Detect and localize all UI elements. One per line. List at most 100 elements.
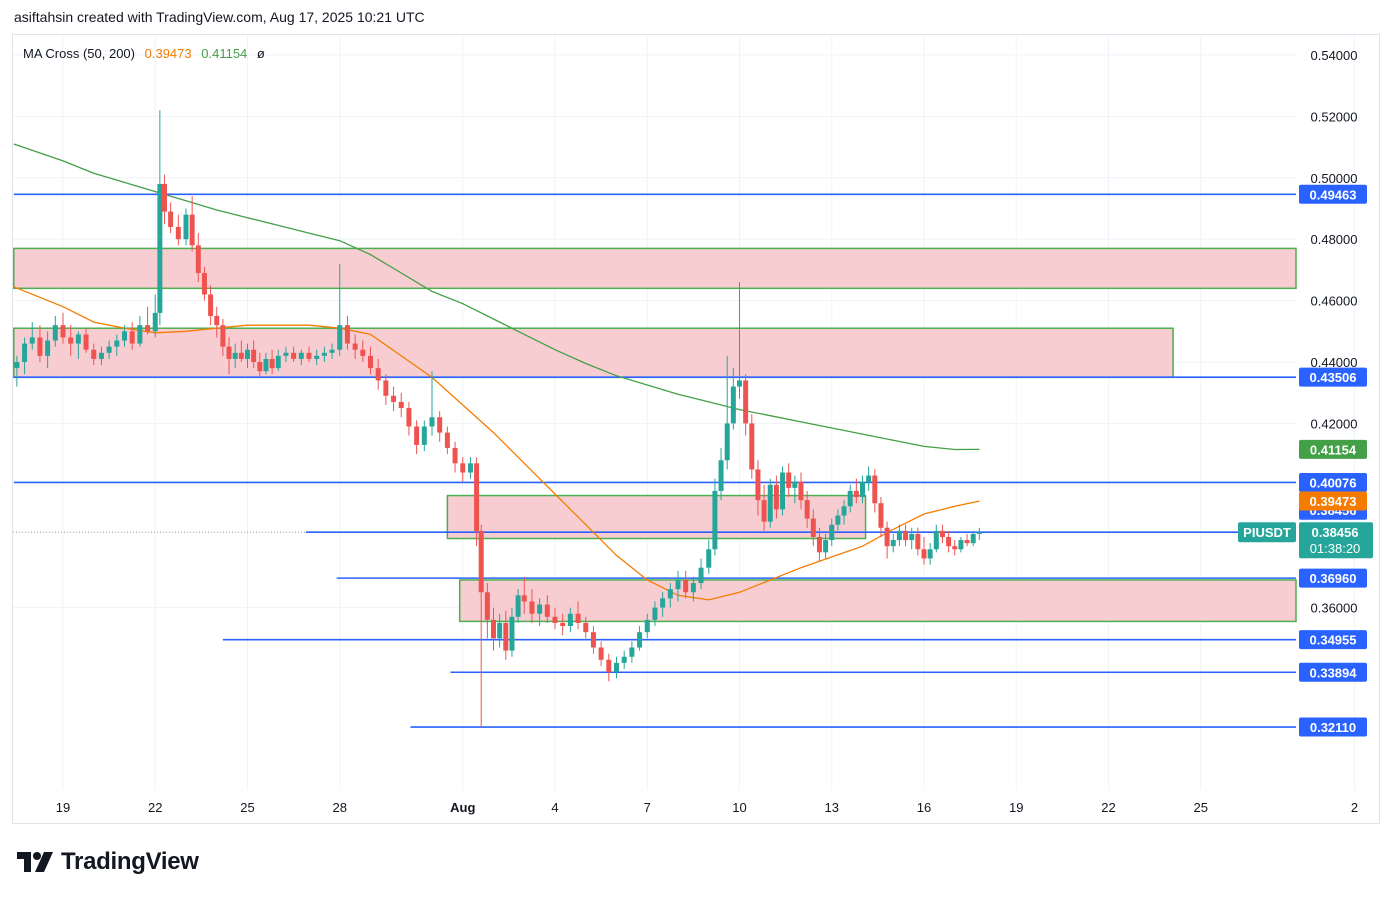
candle-body bbox=[478, 530, 484, 593]
candle-body bbox=[220, 325, 226, 347]
candle-up bbox=[429, 371, 435, 436]
candle-down bbox=[344, 315, 350, 350]
candle-down bbox=[755, 460, 761, 516]
candle-up bbox=[644, 613, 650, 639]
candle-down bbox=[214, 306, 220, 338]
candle-body bbox=[98, 352, 104, 359]
price-zone bbox=[446, 494, 867, 540]
candle-up bbox=[497, 613, 503, 648]
candle-body bbox=[145, 325, 151, 332]
candle-body bbox=[245, 349, 250, 359]
candle-body bbox=[157, 183, 163, 313]
candle-body bbox=[952, 546, 958, 550]
grid bbox=[13, 36, 1355, 790]
candle-body bbox=[83, 334, 89, 350]
candle-body bbox=[14, 362, 20, 369]
candle-down bbox=[484, 583, 490, 639]
candle-body bbox=[421, 426, 427, 445]
candle-body bbox=[515, 595, 521, 617]
candle-body bbox=[60, 325, 66, 338]
candle-body bbox=[484, 592, 490, 620]
price-zone bbox=[13, 247, 1297, 290]
indicator-name: MA Cross (50, 200) bbox=[23, 46, 135, 61]
level-price-label-text: 0.34955 bbox=[1310, 633, 1357, 648]
candle-down bbox=[786, 463, 792, 498]
candle-down bbox=[878, 497, 884, 537]
candle-body bbox=[275, 355, 281, 369]
candle-down bbox=[590, 626, 596, 654]
candle-body bbox=[232, 352, 238, 359]
x-axis-tick-label: 4 bbox=[551, 800, 558, 815]
candle-body bbox=[503, 622, 509, 651]
x-axis-tick-label: Aug bbox=[450, 800, 475, 815]
y-axis-tick-label: 0.50000 bbox=[1311, 171, 1358, 186]
x-axis-tick-label: 16 bbox=[917, 800, 931, 815]
candle-up bbox=[847, 484, 853, 513]
candle-down bbox=[208, 285, 214, 326]
candle-body bbox=[884, 527, 890, 547]
candle-body bbox=[168, 211, 174, 227]
candle-down bbox=[60, 312, 66, 344]
candle-up bbox=[629, 641, 635, 663]
candle-body bbox=[263, 358, 269, 372]
candle-body bbox=[129, 331, 135, 344]
candle-down bbox=[195, 233, 201, 283]
candle-down bbox=[406, 401, 412, 436]
candle-body bbox=[567, 613, 573, 627]
candle-down bbox=[598, 641, 604, 666]
last-price-value: 0.38456 bbox=[1312, 525, 1359, 540]
candle-body bbox=[467, 463, 473, 473]
candle-down bbox=[201, 266, 207, 301]
level-price-label: 0.32110 bbox=[1299, 717, 1367, 737]
candle-down bbox=[437, 411, 443, 442]
candle-up bbox=[232, 343, 238, 369]
candle-body bbox=[903, 530, 909, 541]
y-axis-tick-label: 0.42000 bbox=[1311, 416, 1358, 431]
axes: 19 22 25 28 Aug 4 7 10 13 16 19 22 25 2 0.54000 0.52000… bbox=[56, 48, 1358, 815]
candle-down bbox=[168, 202, 174, 234]
candle-body bbox=[75, 334, 81, 344]
candle-down bbox=[575, 601, 581, 630]
candle-body bbox=[590, 632, 596, 648]
level-price-label-bg bbox=[1299, 630, 1367, 650]
candle-body bbox=[106, 346, 112, 353]
candle-down bbox=[743, 374, 749, 436]
candle-body bbox=[890, 540, 896, 547]
visibility-icon[interactable]: ø bbox=[256, 46, 265, 61]
candle-body bbox=[391, 395, 397, 402]
level-price-label-bg bbox=[1299, 717, 1367, 737]
candle-up bbox=[75, 331, 81, 359]
level-price-label: 0.40076 bbox=[1299, 472, 1367, 492]
tradingview-logo[interactable]: TradingView bbox=[15, 848, 199, 876]
candle-down bbox=[444, 426, 450, 455]
candle-body bbox=[152, 312, 158, 332]
candle-up bbox=[927, 543, 933, 565]
ma-price-label-bg bbox=[1299, 491, 1367, 511]
price-labels: 0.49463 0.43506 0.40076 0.38456 0.36960 0.349… bbox=[1238, 184, 1373, 737]
level-price-label: 0.33894 bbox=[1299, 662, 1367, 682]
candle-body bbox=[690, 583, 696, 593]
candle-up bbox=[509, 607, 515, 657]
candle-body bbox=[37, 337, 43, 356]
candle-up bbox=[970, 530, 976, 547]
candle-body bbox=[706, 549, 712, 568]
candle-down bbox=[583, 616, 589, 639]
indicator-legend[interactable]: MA Cross (50, 200) 0.39473 0.41154 ø bbox=[23, 46, 265, 61]
candle-up bbox=[660, 592, 666, 617]
candle-down bbox=[37, 325, 43, 362]
candle-body bbox=[251, 349, 257, 362]
price-zone bbox=[458, 579, 1297, 623]
candle-up bbox=[263, 352, 269, 375]
candle-down bbox=[291, 346, 297, 362]
candle-body bbox=[964, 540, 970, 544]
candle-body bbox=[583, 622, 589, 633]
x-axis-tick-label: 25 bbox=[240, 800, 254, 815]
candle-up bbox=[652, 601, 658, 627]
candle-up bbox=[780, 466, 786, 516]
candle-up bbox=[621, 650, 627, 669]
candle-up bbox=[718, 447, 724, 501]
candle-body bbox=[161, 183, 167, 212]
level-price-label-bg bbox=[1299, 568, 1367, 588]
attribution-text: asiftahsin created with TradingView.com,… bbox=[14, 9, 425, 25]
